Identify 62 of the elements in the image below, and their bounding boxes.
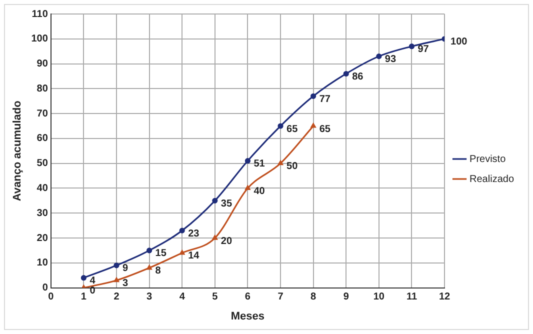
data-label: 20	[220, 236, 232, 247]
data-label: 23	[188, 228, 200, 240]
y-tick-label: 70	[36, 108, 48, 120]
data-label: 9	[122, 263, 128, 274]
data-label: 65	[319, 124, 331, 135]
x-tick-label: 10	[373, 292, 385, 303]
point	[244, 158, 251, 164]
point	[343, 70, 349, 77]
y-tick-label: 100	[31, 34, 48, 45]
x-tick-label: 1	[80, 292, 87, 303]
x-tick-label: 5	[212, 292, 218, 303]
y-axis-title: Avanço acumulado	[12, 100, 24, 202]
y-tick-label: 20	[36, 232, 48, 244]
point	[114, 262, 120, 268]
x-tick-label: 6	[244, 292, 251, 303]
point	[245, 185, 250, 190]
legend-label: Realizado	[470, 174, 514, 185]
data-label: 93	[384, 54, 396, 66]
point	[408, 44, 415, 50]
point	[180, 250, 185, 255]
data-label: 35	[220, 198, 232, 210]
data-label: 86	[352, 71, 364, 82]
x-tick-label: 4	[179, 292, 186, 303]
point	[376, 54, 382, 60]
x-tick-label: 3	[146, 292, 153, 303]
point	[146, 248, 152, 254]
point	[278, 123, 284, 129]
y-tick-label: 0	[42, 282, 48, 294]
y-tick-label: 30	[36, 208, 48, 219]
point	[310, 123, 316, 128]
data-label: 8	[155, 266, 162, 277]
y-tick-label: 110	[32, 8, 48, 20]
data-label: 100	[450, 36, 468, 48]
data-label: 50	[286, 161, 298, 172]
x-tick-label: 9	[343, 292, 350, 303]
point	[212, 198, 218, 204]
data-label: 4	[90, 276, 96, 287]
x-axis-title: Meses	[230, 310, 265, 322]
y-tick-label: 40	[36, 182, 48, 194]
y-tick-label: 60	[36, 133, 48, 144]
y-tick-label: 90	[36, 58, 48, 70]
data-label: 3	[122, 278, 128, 290]
point	[310, 93, 316, 99]
data-label: 51	[254, 158, 266, 170]
data-label: 14	[188, 250, 200, 262]
point	[212, 235, 218, 240]
legend-label: Previsto	[470, 154, 506, 165]
y-tick-label: 80	[36, 83, 48, 94]
data-label: 40	[254, 186, 266, 197]
data-label: 65	[286, 124, 298, 135]
x-tick-label: 12	[438, 292, 451, 303]
data-label: 77	[319, 94, 331, 105]
data-label: 15	[155, 248, 167, 260]
y-tick-label: 10	[36, 258, 48, 269]
y-tick-label: 50	[36, 158, 48, 170]
point	[80, 275, 86, 281]
x-tick-label: 8	[310, 292, 317, 303]
x-tick-label: 7	[278, 292, 284, 303]
data-label: 97	[418, 44, 430, 56]
x-tick-label: 11	[406, 292, 418, 303]
point	[179, 228, 185, 234]
x-tick-label: 2	[114, 292, 120, 303]
